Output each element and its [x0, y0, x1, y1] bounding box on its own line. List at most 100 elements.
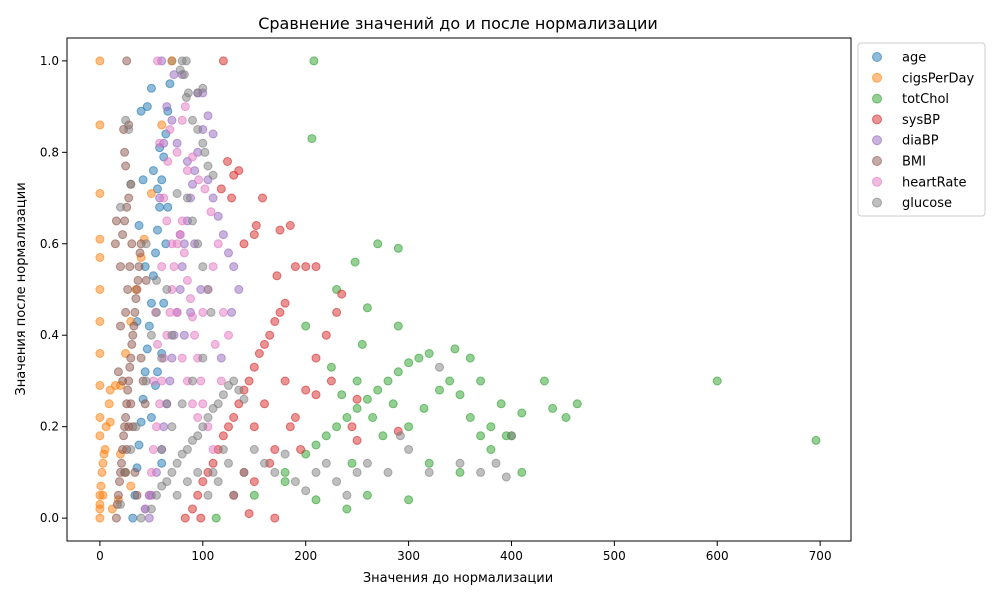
x-tick-label: 100 [191, 549, 214, 563]
point-cigsPerDay-10 [95, 431, 105, 441]
point-BMI-20 [132, 285, 142, 294]
point-diaBP-11 [177, 262, 187, 272]
point-glucose-85 [152, 307, 161, 317]
y-axis-label: Значения после нормализации [14, 182, 29, 395]
point-totChol-48 [301, 321, 311, 331]
legend-box [857, 42, 986, 217]
point-totChol-51 [486, 445, 496, 454]
point-BMI-55 [141, 275, 151, 285]
point-age-32 [159, 298, 169, 308]
point-diaBP-7 [167, 353, 177, 363]
point-sysBP-14 [254, 349, 264, 358]
point-heartRate-27 [167, 239, 177, 249]
point-BMI-23 [135, 248, 145, 258]
point-sysBP-46 [251, 221, 261, 230]
point-glucose-39 [280, 449, 290, 459]
point-BMI-13 [125, 362, 135, 372]
point-diaBP-45 [227, 307, 237, 317]
point-glucose-32 [213, 477, 223, 487]
point-totChol-52 [517, 467, 527, 477]
point-totChol-12 [393, 367, 403, 377]
point-age-20 [136, 106, 146, 116]
point-heartRate-18 [188, 312, 197, 322]
legend-label-age: age [902, 51, 926, 66]
point-glucose-34 [229, 490, 239, 500]
point-totChol-20 [388, 399, 398, 409]
point-glucose-76 [172, 189, 182, 198]
point-sysBP-27 [321, 330, 331, 340]
point-sysBP-0 [180, 513, 190, 523]
point-glucose-36 [249, 445, 259, 454]
point-sysBP-35 [311, 390, 321, 400]
point-cigsPerDay-12 [104, 399, 114, 409]
point-glucose-73 [200, 147, 210, 157]
point-totChol-1 [249, 490, 259, 500]
point-totChol-57 [404, 495, 414, 505]
point-glucose-27 [162, 399, 172, 409]
point-cigsPerDay-11 [95, 413, 105, 422]
point-glucose-2 [152, 490, 161, 500]
point-age-0 [128, 513, 138, 523]
point-sysBP-19 [280, 298, 290, 308]
point-age-39 [157, 458, 167, 468]
point-cigsPerDay-4 [96, 481, 106, 491]
point-totChol-17 [368, 413, 378, 422]
point-sysBP-8 [224, 422, 233, 432]
point-glucose-92 [141, 239, 151, 249]
point-totChol-26 [435, 385, 444, 395]
point-glucose-52 [476, 467, 486, 477]
point-heartRate-22 [198, 399, 208, 409]
point-sysBP-18 [275, 307, 285, 317]
point-heartRate-39 [194, 175, 204, 185]
point-sysBP-48 [275, 225, 285, 235]
point-BMI-25 [118, 376, 128, 386]
point-sysBP-37 [347, 422, 357, 432]
point-sysBP-45 [227, 193, 237, 203]
point-totChol-18 [337, 390, 347, 400]
point-totChol-8 [352, 403, 362, 413]
point-glucose-79 [193, 239, 203, 249]
point-glucose-63 [179, 70, 189, 80]
point-heartRate-3 [148, 445, 158, 454]
point-sysBP-17 [270, 317, 280, 326]
point-totChol-2 [280, 467, 290, 477]
point-glucose-78 [188, 216, 197, 226]
legend-marker-BMI [872, 156, 882, 166]
point-age-38 [153, 367, 162, 377]
point-totChol-11 [383, 376, 393, 386]
legend-marker-totChol [872, 93, 882, 104]
point-heartRate-28 [172, 307, 182, 317]
point-totChol-43 [373, 239, 383, 249]
point-diaBP-30 [208, 193, 218, 203]
point-cigsPerDay-35 [126, 481, 136, 491]
point-cigsPerDay-5 [97, 467, 107, 477]
point-heartRate-19 [190, 330, 200, 340]
point-BMI-31 [123, 285, 133, 294]
point-age-3 [134, 440, 144, 450]
series-glucose [116, 56, 516, 523]
point-glucose-29 [182, 477, 192, 487]
point-age-13 [155, 202, 165, 212]
point-cigsPerDay-2 [95, 499, 105, 509]
point-BMI-41 [113, 367, 123, 377]
point-diaBP-6 [165, 376, 175, 386]
point-glucose-88 [131, 422, 141, 432]
point-diaBP-44 [216, 353, 226, 363]
point-totChol-34 [517, 408, 527, 418]
point-totChol-6 [332, 422, 342, 432]
point-glucose-46 [352, 467, 362, 477]
point-cigsPerDay-32 [167, 56, 177, 66]
point-glucose-90 [121, 467, 131, 477]
point-diaBP-33 [224, 248, 233, 258]
point-cigsPerDay-17 [95, 349, 105, 358]
point-glucose-6 [172, 458, 182, 468]
point-sysBP-43 [216, 184, 226, 194]
point-glucose-72 [198, 138, 208, 148]
x-tick-label: 600 [706, 549, 729, 563]
point-BMI-3 [115, 477, 124, 487]
point-totChol-53 [280, 477, 290, 487]
point-cigsPerDay-0 [95, 513, 105, 523]
point-sysBP-22 [270, 445, 280, 454]
point-cigsPerDay-34 [105, 417, 115, 427]
